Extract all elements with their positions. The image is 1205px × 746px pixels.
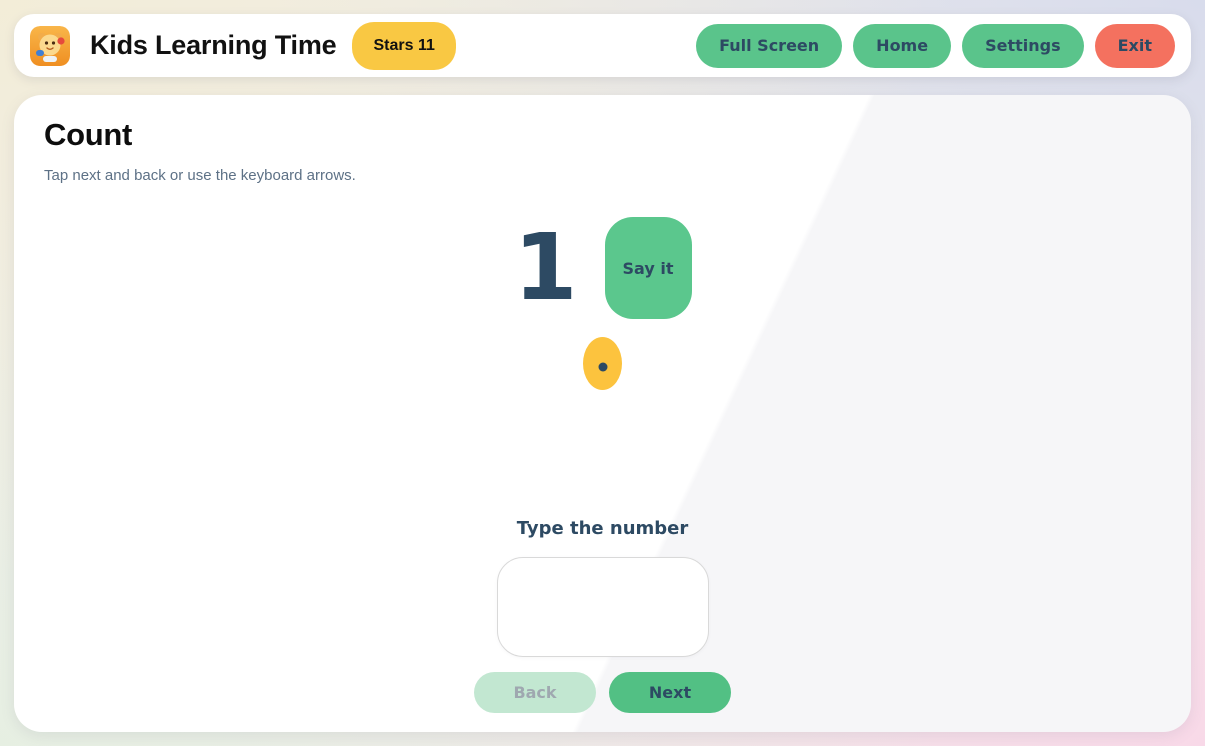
full-screen-button[interactable]: Full Screen <box>696 23 843 68</box>
app-logo-icon <box>30 25 70 66</box>
settings-button[interactable]: Settings <box>962 23 1084 68</box>
counting-dot-center <box>598 362 607 372</box>
type-number-label: Type the number <box>516 518 689 539</box>
count-activity-card: Count Tap next and back or use the keybo… <box>14 95 1191 732</box>
app-title: Kids Learning Time <box>90 30 337 60</box>
say-it-button[interactable]: Say it <box>604 217 692 319</box>
number-input-row <box>14 557 1191 657</box>
input-label-row: Type the number <box>14 518 1191 539</box>
top-bar: Kids Learning Time Stars 11 Full Screen … <box>14 14 1191 77</box>
current-number: 1 <box>513 214 578 321</box>
counting-dot <box>583 337 622 390</box>
number-input[interactable] <box>496 557 709 657</box>
back-button[interactable]: Back <box>474 672 596 713</box>
stars-badge: Stars 11 <box>352 21 456 70</box>
next-button[interactable]: Next <box>609 672 731 713</box>
number-display-row: 1 Say it <box>14 217 1191 319</box>
exit-button[interactable]: Exit <box>1094 23 1175 68</box>
page-title: Count <box>44 117 133 152</box>
navigation-row: Back Next <box>14 672 1191 713</box>
dots-area <box>14 337 1191 390</box>
page-subtitle: Tap next and back or use the keyboard ar… <box>44 167 356 184</box>
home-button[interactable]: Home <box>853 23 952 68</box>
